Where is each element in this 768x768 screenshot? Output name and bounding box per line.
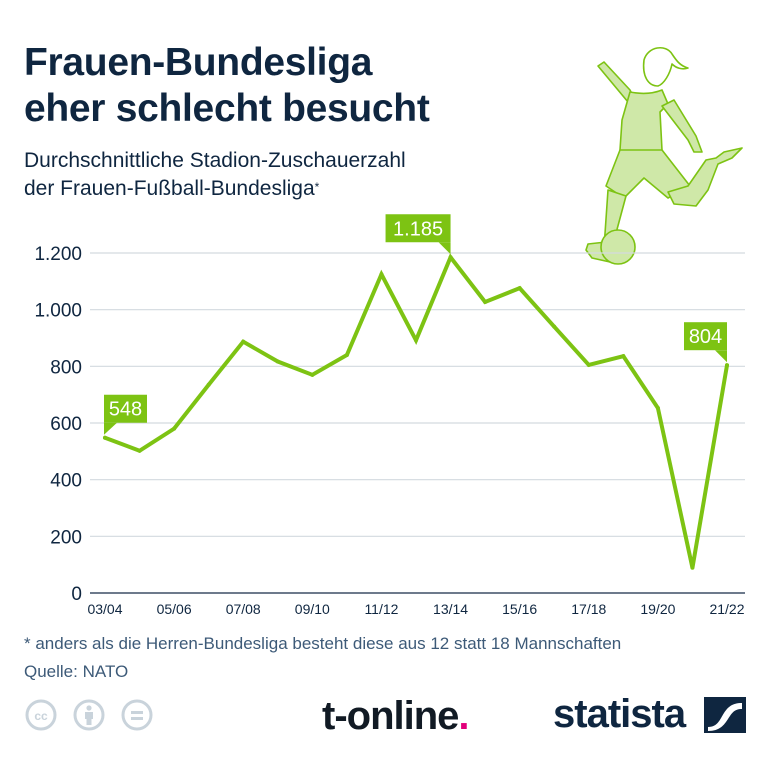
football-player-illustration	[585, 47, 743, 265]
y-tick-label: 0	[71, 584, 82, 605]
annotation-03-04: 548	[104, 394, 147, 435]
svg-text:cc: cc	[34, 709, 48, 723]
source-note: Quelle: NATO	[24, 662, 129, 681]
annotation-tail	[104, 422, 117, 435]
cc-icon[interactable]: cc	[25, 699, 57, 731]
subtitle-line-2: der Frauen-Fußball-Bundesliga	[24, 177, 315, 200]
data-point-09-10[interactable]	[310, 372, 315, 377]
y-tick-label: 1.200	[34, 244, 82, 265]
subtitle-footnote-mark: *	[314, 180, 320, 194]
annotation-13-14: 1.185	[385, 214, 451, 255]
data-point-12-13[interactable]	[414, 338, 418, 343]
y-tick-label: 800	[50, 357, 82, 378]
x-tick-label: 17/18	[571, 601, 606, 617]
data-point-19-20[interactable]	[655, 405, 660, 410]
annotation-box	[104, 394, 147, 423]
data-point-03-04[interactable]	[103, 435, 107, 440]
data-point-18-19[interactable]	[621, 354, 626, 359]
data-point-14-15[interactable]	[483, 300, 488, 305]
annotation-label: 804	[689, 326, 722, 348]
t-online-logo[interactable]: t-online.	[322, 694, 470, 739]
x-tick-label: 11/12	[364, 601, 398, 617]
statista-logo[interactable]: statista	[553, 692, 686, 736]
grid-lines	[90, 252, 745, 594]
y-tick-label: 200	[50, 527, 82, 548]
y-tick-label: 400	[50, 471, 82, 492]
y-axis-ticks: 0 200 400 600 800 1.000 1.200	[34, 244, 82, 605]
x-tick-label: 13/14	[433, 601, 468, 617]
chart-subtitle: Durchschnittliche Stadion-Zuschauerzahl …	[24, 147, 406, 203]
data-point-20-21[interactable]	[690, 565, 695, 570]
x-tick-label: 21/22	[709, 601, 744, 617]
x-tick-label: 19/20	[640, 601, 675, 617]
data-point-08-09[interactable]	[275, 359, 280, 364]
chart-title: Frauen-Bundesliga eher schlecht besucht	[24, 40, 430, 132]
annotation-box	[684, 322, 727, 351]
annotation-tail	[438, 242, 451, 255]
x-tick-label: 05/06	[157, 601, 192, 617]
data-point-16-17[interactable]	[552, 324, 557, 329]
no-derivatives-icon[interactable]	[121, 699, 153, 731]
data-point-21-22[interactable]	[725, 363, 729, 368]
data-point-06-07[interactable]	[206, 382, 211, 387]
data-point-11-12[interactable]	[379, 272, 384, 277]
title-line-2: eher schlecht besucht	[24, 87, 430, 130]
series-line	[103, 253, 729, 569]
data-point-07-08[interactable]	[241, 339, 246, 344]
y-tick-label: 1.000	[34, 301, 82, 322]
data-point-17-18[interactable]	[586, 362, 591, 367]
x-tick-label: 09/10	[295, 601, 330, 617]
x-axis-ticks: 03/04 05/06 07/08 09/10 11/12 13/14 15/16 17/18…	[87, 601, 744, 617]
x-tick-label: 03/04	[87, 601, 122, 617]
annotation-tail	[715, 350, 727, 363]
data-annotations: 548 1.185 804	[104, 214, 727, 435]
data-point-13-14[interactable]	[448, 255, 453, 260]
annotation-box	[385, 214, 451, 243]
footnote: * anders als die Herren-Bundesliga beste…	[24, 634, 622, 653]
t-online-logo-text: t-online	[322, 694, 459, 738]
x-tick-label: 07/08	[226, 601, 261, 617]
data-point-05-06[interactable]	[172, 426, 177, 431]
data-points	[103, 255, 729, 570]
license-icons: cc	[25, 699, 153, 731]
attribution-icon[interactable]	[73, 699, 105, 731]
annotation-21-22: 804	[684, 322, 727, 363]
annotation-label: 548	[109, 399, 142, 421]
data-point-10-11[interactable]	[344, 353, 349, 357]
y-tick-label: 600	[50, 414, 82, 435]
t-online-logo-dot: .	[458, 694, 469, 738]
subtitle-line-1: Durchschnittliche Stadion-Zuschauerzahl	[24, 149, 406, 172]
title-line-1: Frauen-Bundesliga	[24, 41, 373, 84]
annotation-label: 1.185	[393, 218, 443, 240]
data-point-04-05[interactable]	[137, 448, 142, 453]
data-series	[103, 253, 729, 569]
x-tick-label: 15/16	[502, 601, 537, 617]
data-point-15-16[interactable]	[517, 286, 522, 291]
statista-logo-icon	[704, 697, 746, 733]
